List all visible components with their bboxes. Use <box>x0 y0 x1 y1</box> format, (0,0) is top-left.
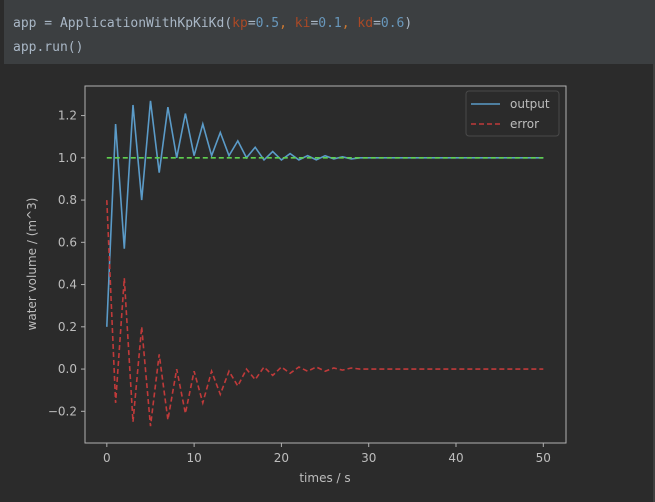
code-line-1: app = ApplicationWithKpKiKd(kp=0.5, ki=0… <box>13 16 413 31</box>
code-token: 0.5 <box>255 16 280 31</box>
x-tick-label: 0 <box>103 451 111 465</box>
plot-frame <box>84 85 567 444</box>
y-tick-label: 0.4 <box>58 278 77 292</box>
y-tick-label: 0.8 <box>58 193 77 207</box>
y-tick-label: 1.0 <box>58 151 77 165</box>
legend-output-label: output <box>510 97 550 111</box>
code-token: ) <box>404 16 413 31</box>
code-editor[interactable]: app = ApplicationWithKpKiKd(kp=0.5, ki=0… <box>13 12 412 60</box>
x-tick-label: 50 <box>536 451 551 465</box>
code-line-2: app.run() <box>13 40 84 55</box>
y-tick-label: 0.0 <box>58 362 77 376</box>
code-token: = <box>36 16 60 31</box>
code-token: app <box>13 16 37 31</box>
y-axis-label: water volume / (m^3) <box>25 198 39 331</box>
y-tick-label: 0.2 <box>58 320 77 334</box>
legend: output error <box>465 90 560 137</box>
code-token: ApplicationWithKpKiKd <box>59 16 225 31</box>
x-tick-label: 30 <box>361 451 376 465</box>
code-token: 0.6 <box>380 16 405 31</box>
x-tick-label: 20 <box>274 451 289 465</box>
x-tick-label: 10 <box>186 451 201 465</box>
code-token: ki <box>294 16 311 31</box>
x-tick-label: 40 <box>448 451 463 465</box>
legend-error-label: error <box>510 117 539 131</box>
scrollbar-edge <box>653 64 655 502</box>
y-tick-label: 0.6 <box>58 235 77 249</box>
y-tick-label: −0.2 <box>48 404 77 418</box>
code-cell[interactable]: app = ApplicationWithKpKiKd(kp=0.5, ki=0… <box>4 0 655 64</box>
code-token: ( <box>224 16 233 31</box>
error-line <box>106 200 544 427</box>
y-tick-label: 1.2 <box>58 109 77 123</box>
x-axis-label: times / s <box>299 471 350 485</box>
code-token: kp <box>232 16 248 31</box>
code-token: 0.1 <box>318 16 342 31</box>
code-token: kd <box>357 16 374 31</box>
